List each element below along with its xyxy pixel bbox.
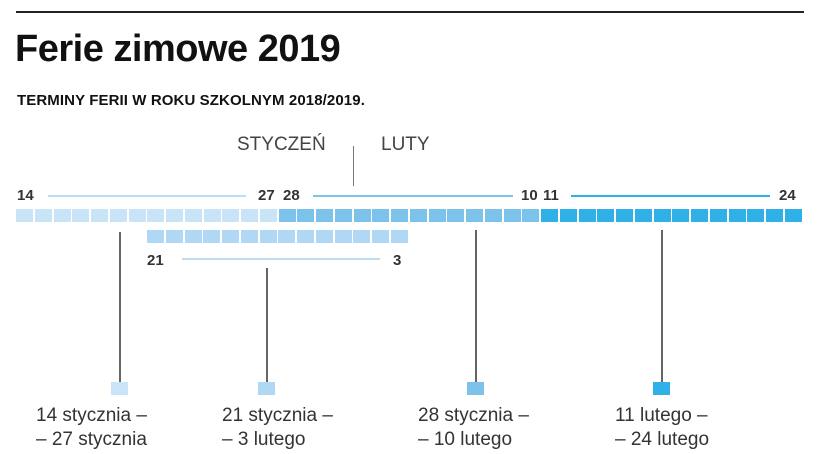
day-cell: [53, 209, 71, 222]
legend-swatch-group2: [258, 382, 275, 395]
day-cell: [165, 230, 183, 243]
day-cells-row-1: [16, 209, 803, 222]
day-cell: [240, 230, 258, 243]
day-cell: [147, 230, 165, 243]
day-cell: [278, 230, 296, 243]
day-cell: [259, 209, 277, 222]
day-cell: [372, 230, 390, 243]
day-cell: [503, 209, 521, 222]
day-cell: [541, 209, 559, 222]
legend-label-line2: – 27 stycznia: [36, 429, 147, 450]
day-cell: [559, 209, 577, 222]
top-rule: [16, 11, 804, 13]
month-label-january: STYCZEŃ: [237, 134, 326, 155]
day-cell: [709, 209, 727, 222]
day-cell: [447, 209, 465, 222]
day-cell: [353, 230, 371, 243]
range-line-group4: [571, 195, 770, 197]
legend-label-line1: 11 lutego –: [615, 405, 708, 426]
legend-label-line2: – 10 lutego: [418, 429, 513, 450]
legend-swatch-group3: [467, 382, 484, 395]
day-cell: [128, 209, 146, 222]
tick-3: 3: [393, 252, 402, 269]
day-cell: [147, 209, 165, 222]
day-cell: [109, 209, 127, 222]
day-cell: [334, 209, 352, 222]
range-line-group3: [313, 195, 513, 197]
day-cell: [259, 230, 277, 243]
range-line-group1: [48, 195, 246, 197]
legend-label-line2: – 3 lutego: [222, 429, 306, 450]
day-cell: [297, 209, 315, 222]
tick-14: 14: [17, 187, 34, 204]
connector-group2: [266, 268, 268, 382]
day-cell: [297, 230, 315, 243]
day-cell: [316, 209, 334, 222]
day-cell: [16, 209, 34, 222]
day-cell: [428, 209, 446, 222]
connector-group1: [119, 232, 121, 382]
day-cell: [353, 209, 371, 222]
day-cell: [522, 209, 540, 222]
legend-label-line1: 28 stycznia –: [418, 405, 529, 426]
day-cell: [766, 209, 784, 222]
day-cell: [184, 209, 202, 222]
day-cell: [184, 230, 202, 243]
day-cell: [203, 230, 221, 243]
range-line-group2: [182, 258, 380, 260]
day-cell: [390, 230, 408, 243]
legend-label-group2: 21 stycznia – – 3 lutego: [222, 404, 333, 452]
legend-label-group4: 11 lutego – – 24 lutego: [615, 404, 709, 452]
day-cell: [484, 209, 502, 222]
day-cell: [222, 209, 240, 222]
day-cell: [728, 209, 746, 222]
page-title: Ferie zimowe 2019: [15, 28, 341, 70]
tick-10: 10: [521, 187, 538, 204]
month-divider: [353, 146, 354, 186]
month-label-february: LUTY: [381, 134, 430, 155]
day-cell: [372, 209, 390, 222]
connector-group3: [475, 230, 477, 382]
day-cell: [653, 209, 671, 222]
page-subtitle: TERMINY FERII W ROKU SZKOLNYM 2018/2019.: [17, 92, 365, 109]
day-cell: [241, 209, 259, 222]
day-cell: [466, 209, 484, 222]
legend-label-group3: 28 stycznia – – 10 lutego: [418, 404, 529, 452]
day-cell: [672, 209, 690, 222]
connector-group4: [661, 230, 663, 382]
day-cell: [278, 209, 296, 222]
day-cell: [784, 209, 802, 222]
day-cell: [391, 209, 409, 222]
day-cell: [747, 209, 765, 222]
day-cell: [409, 209, 427, 222]
legend-label-line1: 21 stycznia –: [222, 405, 333, 426]
day-cell: [222, 230, 240, 243]
tick-28: 28: [283, 187, 300, 204]
day-cell: [691, 209, 709, 222]
day-cell: [91, 209, 109, 222]
tick-27: 27: [258, 187, 275, 204]
day-cell: [166, 209, 184, 222]
day-cell: [34, 209, 52, 222]
tick-24: 24: [779, 187, 796, 204]
legend-label-line1: 14 stycznia –: [36, 405, 147, 426]
day-cell: [72, 209, 90, 222]
day-cell: [578, 209, 596, 222]
day-cell: [315, 230, 333, 243]
day-cell: [203, 209, 221, 222]
day-cell: [616, 209, 634, 222]
day-cells-row-2: [147, 230, 409, 243]
day-cell: [597, 209, 615, 222]
legend-swatch-group1: [111, 382, 128, 395]
legend-label-line2: – 24 lutego: [615, 429, 710, 450]
day-cell: [334, 230, 352, 243]
tick-11: 11: [543, 187, 559, 204]
tick-21: 21: [147, 252, 164, 269]
day-cell: [634, 209, 652, 222]
legend-swatch-group4: [653, 382, 670, 395]
legend-label-group1: 14 stycznia – – 27 stycznia: [36, 404, 147, 452]
